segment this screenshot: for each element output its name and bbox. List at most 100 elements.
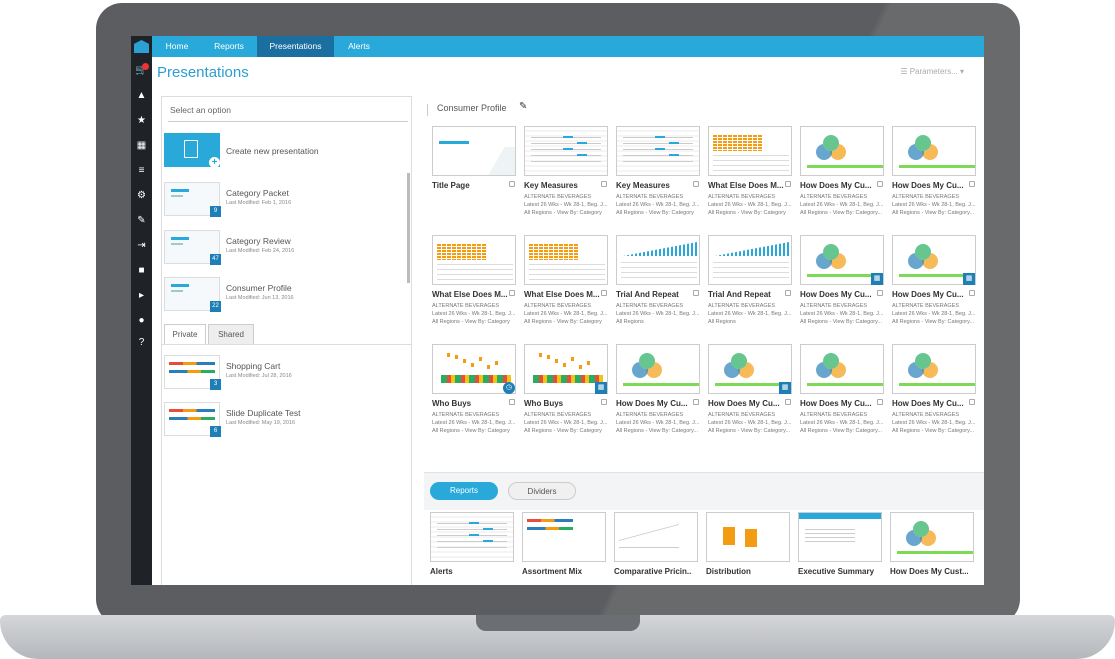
lock-icon[interactable] bbox=[509, 290, 515, 296]
pencil-icon[interactable]: ✎ bbox=[519, 101, 528, 112]
report-card[interactable]: Distribution bbox=[704, 512, 790, 582]
report-card[interactable]: Executive Summary bbox=[796, 512, 882, 582]
slide-card[interactable]: What Else Does M... ALTERNATE BEVERAGES La… bbox=[430, 235, 516, 335]
presentation-title: Consumer Profile bbox=[437, 103, 507, 113]
app-logo[interactable] bbox=[134, 40, 149, 53]
slide-region: All Regions - View By: Category bbox=[708, 210, 786, 216]
table-icon[interactable]: ▦ bbox=[779, 382, 791, 394]
presentation-item[interactable]: 22 Consumer Profile Last Modified: Jun 1… bbox=[164, 277, 404, 317]
lock-icon[interactable] bbox=[969, 399, 975, 405]
lock-icon[interactable] bbox=[693, 290, 699, 296]
lock-icon[interactable] bbox=[969, 181, 975, 187]
chat-icon[interactable]: ● bbox=[138, 315, 145, 326]
notification-dot bbox=[142, 63, 149, 70]
presentation-item[interactable]: 9 Category Packet Last Modified: Feb 1, … bbox=[164, 182, 404, 222]
create-presentation-button[interactable]: + bbox=[164, 133, 220, 168]
reports-toggle[interactable]: Reports bbox=[430, 482, 498, 500]
slide-card[interactable]: Key Measures ALTERNATE BEVERAGES Latest 26… bbox=[614, 126, 700, 226]
lock-icon[interactable] bbox=[601, 181, 607, 187]
divider bbox=[168, 121, 408, 122]
lock-icon[interactable] bbox=[785, 181, 791, 187]
presentation-modified: Last Modified: May 19, 2016 bbox=[226, 420, 296, 426]
database-icon[interactable]: ≡ bbox=[138, 165, 145, 176]
report-thumbnail bbox=[430, 512, 514, 562]
tab-shared[interactable]: Shared bbox=[208, 324, 254, 344]
report-card[interactable]: Assortment Mix bbox=[520, 512, 606, 582]
report-card[interactable]: Alerts bbox=[428, 512, 514, 582]
create-presentation-label[interactable]: Create new presentation bbox=[226, 146, 319, 156]
slide-card[interactable]: ▦ How Does My Cu... ALTERNATE BEVERAGES Lat… bbox=[798, 235, 884, 335]
presentation-name: Slide Duplicate Test bbox=[226, 408, 301, 418]
table-icon[interactable]: ▦ bbox=[963, 273, 975, 285]
lock-icon[interactable] bbox=[877, 399, 883, 405]
slide-card[interactable]: Trial And Repeat ALTERNATE BEVERAGES Lates… bbox=[706, 235, 792, 335]
lock-icon[interactable] bbox=[877, 181, 883, 187]
list-scrollbar[interactable] bbox=[407, 173, 410, 283]
table-icon[interactable]: ▦ bbox=[595, 382, 607, 394]
lock-icon[interactable]: ■ bbox=[138, 265, 145, 276]
slide-category: ALTERNATE BEVERAGES bbox=[892, 303, 960, 309]
nav-alerts[interactable]: Alerts bbox=[348, 41, 370, 51]
lock-icon[interactable] bbox=[601, 290, 607, 296]
presentation-header: Consumer Profile ✎ bbox=[424, 96, 984, 122]
slide-card[interactable]: ▦ Who Buys ALTERNATE BEVERAGES Latest 26 Wk… bbox=[522, 344, 608, 444]
header-tick bbox=[427, 104, 428, 116]
calendar-icon[interactable]: ▦ bbox=[136, 140, 147, 151]
slide-card[interactable]: How Does My Cu... ALTERNATE BEVERAGES Late… bbox=[890, 344, 976, 444]
clock-icon[interactable]: ◷ bbox=[503, 382, 515, 394]
slide-card[interactable]: Key Measures ALTERNATE BEVERAGES Latest 26… bbox=[522, 126, 608, 226]
document-icon bbox=[184, 140, 198, 158]
slide-title: Who Buys bbox=[432, 399, 472, 408]
tab-private[interactable]: Private bbox=[164, 324, 206, 344]
report-card[interactable]: Comparative Pricin... bbox=[612, 512, 698, 582]
help-icon[interactable]: ? bbox=[138, 337, 145, 348]
star-icon[interactable]: ★ bbox=[137, 115, 146, 126]
lock-icon[interactable] bbox=[693, 399, 699, 405]
slide-title: How Does My Cu... bbox=[800, 290, 872, 299]
tree-icon[interactable]: ▲ bbox=[136, 90, 147, 101]
slide-card[interactable]: ◷ Who Buys ALTERNATE BEVERAGES Latest 26 Wk… bbox=[430, 344, 516, 444]
slide-count-badge: 3 bbox=[210, 379, 221, 390]
slide-card[interactable]: Title Page bbox=[430, 126, 516, 226]
wrench-icon[interactable]: ✎ bbox=[137, 215, 146, 226]
presentation-item[interactable]: 3 Shopping Cart Last Modified: Jul 28, 2… bbox=[164, 355, 404, 395]
slide-card[interactable]: How Does My Cu... ALTERNATE BEVERAGES Late… bbox=[890, 126, 976, 226]
slide-card[interactable]: ▦ How Does My Cu... ALTERNATE BEVERAGES Lat… bbox=[890, 235, 976, 335]
slide-category: ALTERNATE BEVERAGES bbox=[524, 194, 592, 200]
parameters-label: Parameters bbox=[909, 67, 952, 76]
bookmark-icon[interactable]: ▸ bbox=[138, 290, 145, 301]
slide-card[interactable]: How Does My Cu... ALTERNATE BEVERAGES Late… bbox=[798, 126, 884, 226]
report-card[interactable]: How Does My Cust... bbox=[888, 512, 974, 582]
lock-icon[interactable] bbox=[877, 290, 883, 296]
slide-card[interactable]: How Does My Cu... ALTERNATE BEVERAGES Late… bbox=[798, 344, 884, 444]
lock-icon[interactable] bbox=[785, 399, 791, 405]
lock-icon[interactable] bbox=[509, 181, 515, 187]
presentation-item[interactable]: 47 Category Review Last Modified: Feb 24… bbox=[164, 230, 404, 270]
parameters-dropdown[interactable]: ☰ Parameters... ▾ bbox=[900, 67, 964, 76]
dividers-toggle[interactable]: Dividers bbox=[508, 482, 576, 500]
cart-icon[interactable]: 🛒 bbox=[135, 65, 148, 76]
slide-title: Who Buys bbox=[524, 399, 564, 408]
lock-icon[interactable] bbox=[969, 290, 975, 296]
slide-period: Latest 26 Wks - Wk 28-1, Beg. J... bbox=[432, 311, 516, 317]
slide-category: ALTERNATE BEVERAGES bbox=[708, 412, 776, 418]
slide-card[interactable]: What Else Does M... ALTERNATE BEVERAGES La… bbox=[522, 235, 608, 335]
library-toolbar: Reports Dividers bbox=[424, 472, 984, 510]
nav-presentations[interactable]: Presentations bbox=[257, 36, 334, 57]
slide-card[interactable]: Trial And Repeat ALTERNATE BEVERAGES Lates… bbox=[614, 235, 700, 335]
slide-card[interactable]: ▦ How Does My Cu... ALTERNATE BEVERAGES Lat… bbox=[706, 344, 792, 444]
slide-card[interactable]: What Else Does M... ALTERNATE BEVERAGES La… bbox=[706, 126, 792, 226]
nav-home[interactable]: Home bbox=[165, 41, 189, 51]
slide-title: How Does My Cu... bbox=[892, 290, 964, 299]
presentation-item[interactable]: 6 Slide Duplicate Test Last Modified: Ma… bbox=[164, 402, 404, 442]
lock-icon[interactable] bbox=[693, 181, 699, 187]
table-icon[interactable]: ▦ bbox=[871, 273, 883, 285]
slide-card[interactable]: How Does My Cu... ALTERNATE BEVERAGES Late… bbox=[614, 344, 700, 444]
nav-reports[interactable]: Reports bbox=[214, 41, 244, 51]
lock-icon[interactable] bbox=[601, 399, 607, 405]
lock-icon[interactable] bbox=[785, 290, 791, 296]
export-icon[interactable]: ⇥ bbox=[137, 240, 146, 251]
gear-icon[interactable]: ⚙ bbox=[137, 190, 146, 201]
lock-icon[interactable] bbox=[509, 399, 515, 405]
slide-period: Latest 26 Wks - Wk 28-1, Beg. J... bbox=[708, 202, 792, 208]
